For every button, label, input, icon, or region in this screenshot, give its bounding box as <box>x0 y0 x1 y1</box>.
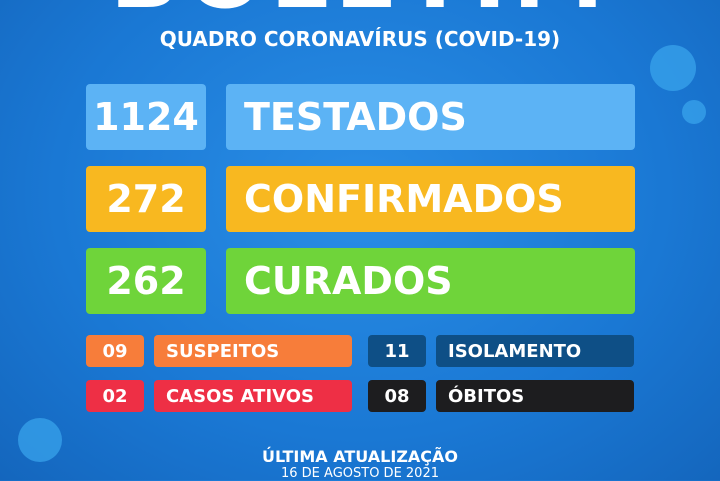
secondary-label: ÓBITOS <box>436 380 634 412</box>
last-update-label: ÚLTIMA ATUALIZAÇÃO <box>261 447 459 466</box>
secondary-value: 02 <box>86 380 144 412</box>
virus-icon <box>682 100 706 124</box>
stat-value: 1124 <box>86 84 206 150</box>
secondary-label: SUSPEITOS <box>154 335 352 367</box>
page-title: BOLETIM <box>0 0 720 17</box>
stat-label: CONFIRMADOS <box>226 166 635 232</box>
virus-icon <box>18 418 62 462</box>
secondary-label: ISOLAMENTO <box>436 335 634 367</box>
secondary-value: 08 <box>368 380 426 412</box>
page-subtitle: QUADRO CORONAVÍRUS (COVID-19) <box>159 27 561 51</box>
secondary-label: CASOS ATIVOS <box>154 380 352 412</box>
stat-value: 262 <box>86 248 206 314</box>
virus-icon <box>650 45 696 91</box>
secondary-value: 09 <box>86 335 144 367</box>
last-update-date: 16 DE AGOSTO DE 2021 <box>281 466 439 481</box>
secondary-value: 11 <box>368 335 426 367</box>
stat-label: CURADOS <box>226 248 635 314</box>
stat-value: 272 <box>86 166 206 232</box>
stat-label: TESTADOS <box>226 84 635 150</box>
